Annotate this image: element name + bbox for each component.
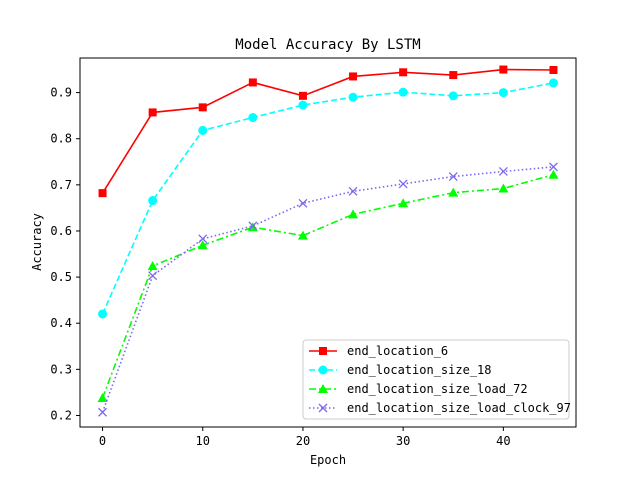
series-2 — [98, 78, 558, 319]
data-point — [148, 108, 157, 117]
data-point — [248, 221, 258, 231]
data-point — [348, 209, 359, 219]
data-point — [198, 234, 208, 244]
data-point — [448, 187, 459, 197]
data-point — [248, 113, 258, 123]
x-tick-label: 30 — [396, 434, 410, 448]
series-1 — [98, 65, 558, 198]
legend-box — [302, 339, 570, 420]
data-point — [198, 103, 207, 112]
data-point — [348, 92, 358, 102]
data-point — [398, 87, 408, 97]
data-point — [348, 186, 358, 196]
data-point — [349, 72, 358, 81]
legend-item: end_location_size_18 — [309, 363, 492, 377]
legend-marker — [318, 403, 328, 413]
x-tick-label: 0 — [99, 434, 106, 448]
legend-label: end_location_size_load_clock_97 — [347, 401, 571, 415]
data-point — [549, 65, 558, 74]
data-point — [398, 198, 409, 208]
data-point — [197, 240, 208, 250]
data-point — [298, 100, 308, 110]
chart-title: Model Accuracy By LSTM — [235, 37, 420, 53]
y-tick-label: 0.6 — [50, 224, 72, 238]
series-line — [101, 68, 554, 194]
legend-marker — [318, 365, 328, 375]
legend-marker — [318, 384, 328, 393]
y-tick-label: 0.2 — [50, 408, 72, 422]
x-tick-label: 40 — [496, 434, 510, 448]
data-point — [98, 309, 108, 319]
plot-content — [97, 65, 559, 417]
legend-marker — [319, 347, 327, 355]
y-tick-label: 0.3 — [50, 362, 72, 376]
data-point — [498, 183, 509, 193]
y-tick-label: 0.7 — [50, 178, 72, 192]
x-axis: 0 10 20 30 40 — [99, 427, 511, 448]
series-4 — [98, 162, 558, 417]
legend-item: end_location_6 — [309, 344, 448, 358]
legend-item: end_location_size_load_clock_97 — [309, 401, 571, 415]
data-point — [548, 169, 559, 179]
series-line — [101, 173, 554, 399]
data-point — [98, 189, 107, 198]
data-point — [147, 261, 158, 271]
legend-label: end_location_size_18 — [347, 363, 492, 377]
y-tick-label: 0.8 — [50, 132, 72, 146]
data-point — [298, 198, 308, 208]
data-point — [97, 392, 108, 402]
legend-label: end_location_size_load_72 — [347, 382, 528, 396]
legend-item: end_location_size_load_72 — [309, 382, 528, 396]
data-point — [298, 91, 307, 100]
data-point — [499, 65, 508, 74]
y-tick-label: 0.4 — [50, 316, 72, 330]
legend: end_location_6 end_location_size_18 end_lo… — [302, 339, 571, 420]
data-point — [448, 91, 458, 101]
data-point — [198, 125, 208, 135]
data-point — [148, 271, 158, 281]
data-point — [448, 172, 458, 182]
series-line — [101, 166, 554, 413]
series-line — [101, 82, 554, 315]
data-point — [98, 407, 108, 417]
data-point — [248, 78, 257, 87]
x-tick-label: 10 — [196, 434, 210, 448]
data-point — [297, 230, 308, 240]
data-point — [399, 68, 408, 77]
plot-frame — [79, 57, 577, 428]
data-point — [449, 71, 458, 80]
y-tick-label: 0.5 — [50, 270, 72, 284]
data-point — [548, 78, 558, 88]
x-tick-label: 20 — [296, 434, 310, 448]
data-point — [498, 88, 508, 98]
data-point — [148, 196, 158, 206]
data-point — [548, 162, 558, 172]
y-axis: 0.2 0.3 0.4 0.5 0.6 0.7 0.8 0.9 — [50, 86, 80, 422]
x-axis-title: Epoch — [310, 453, 346, 467]
data-point — [398, 179, 408, 189]
legend-label: end_location_6 — [347, 344, 448, 358]
y-axis-title: Accuracy — [30, 213, 44, 271]
y-tick-label: 0.9 — [50, 86, 72, 100]
data-point — [498, 167, 508, 176]
